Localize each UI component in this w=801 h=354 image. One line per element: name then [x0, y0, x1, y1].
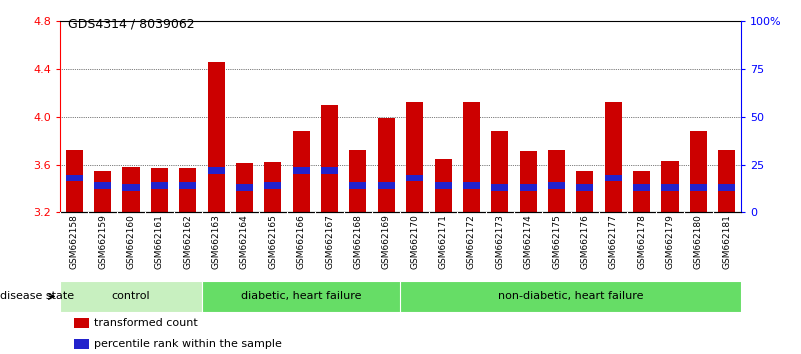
Text: GSM662176: GSM662176 [581, 215, 590, 269]
Bar [400, 281, 741, 312]
Bar [74, 318, 89, 329]
Text: GSM662159: GSM662159 [99, 215, 107, 269]
Text: GSM662166: GSM662166 [296, 215, 306, 269]
Text: GSM662165: GSM662165 [268, 215, 277, 269]
Text: GSM662172: GSM662172 [467, 215, 476, 269]
Bar [662, 161, 678, 212]
Bar [179, 182, 196, 189]
Bar [406, 175, 423, 181]
Bar [605, 175, 622, 181]
Text: GSM662162: GSM662162 [183, 215, 192, 269]
Text: GSM662178: GSM662178 [637, 215, 646, 269]
Bar [633, 184, 650, 191]
Bar [349, 182, 366, 189]
Text: GSM662175: GSM662175 [552, 215, 561, 269]
Text: transformed count: transformed count [95, 318, 198, 329]
Bar [577, 171, 594, 212]
Text: GSM662160: GSM662160 [127, 215, 135, 269]
Bar [378, 118, 395, 212]
Bar [74, 339, 89, 349]
Bar [292, 131, 310, 212]
Bar [605, 102, 622, 212]
Text: non-diabetic, heart failure: non-diabetic, heart failure [498, 291, 643, 302]
Text: GSM662168: GSM662168 [353, 215, 362, 269]
Text: GSM662180: GSM662180 [694, 215, 702, 269]
Bar [207, 62, 224, 212]
Bar [264, 162, 281, 212]
Text: GSM662163: GSM662163 [211, 215, 220, 269]
Text: GSM662161: GSM662161 [155, 215, 164, 269]
Text: GSM662177: GSM662177 [609, 215, 618, 269]
Bar [321, 167, 338, 173]
Text: GSM662169: GSM662169 [382, 215, 391, 269]
Bar [236, 164, 253, 212]
Text: diabetic, heart failure: diabetic, heart failure [241, 291, 361, 302]
Bar [151, 168, 168, 212]
Text: GSM662170: GSM662170 [410, 215, 419, 269]
Bar [434, 182, 452, 189]
Text: GSM662173: GSM662173 [495, 215, 505, 269]
Bar [463, 102, 480, 212]
Bar [463, 182, 480, 189]
Bar [548, 150, 565, 212]
Bar [491, 131, 509, 212]
Bar [95, 171, 111, 212]
Bar [690, 184, 706, 191]
Bar [718, 184, 735, 191]
Bar [292, 167, 310, 173]
Text: disease state: disease state [0, 291, 74, 302]
Text: GSM662181: GSM662181 [723, 215, 731, 269]
Bar [662, 184, 678, 191]
Bar [718, 150, 735, 212]
Text: percentile rank within the sample: percentile rank within the sample [95, 339, 282, 349]
Bar [179, 168, 196, 212]
Text: GSM662167: GSM662167 [325, 215, 334, 269]
Bar [66, 175, 83, 181]
Bar [95, 182, 111, 189]
Bar [236, 184, 253, 191]
Bar [123, 184, 139, 191]
Bar [321, 105, 338, 212]
Text: GDS4314 / 8039062: GDS4314 / 8039062 [68, 18, 195, 31]
Bar [633, 171, 650, 212]
Bar [60, 281, 202, 312]
Bar [66, 150, 83, 212]
Bar [406, 102, 423, 212]
Bar [520, 184, 537, 191]
Bar [520, 152, 537, 212]
Bar [207, 167, 224, 173]
Bar [349, 150, 366, 212]
Text: GSM662164: GSM662164 [240, 215, 249, 269]
Bar [548, 182, 565, 189]
Bar [264, 182, 281, 189]
Text: control: control [111, 291, 151, 302]
Text: GSM662171: GSM662171 [439, 215, 448, 269]
Text: GSM662174: GSM662174 [524, 215, 533, 269]
Bar [491, 184, 509, 191]
Bar [202, 281, 400, 312]
Bar [378, 182, 395, 189]
Bar [123, 167, 139, 212]
Bar [151, 182, 168, 189]
Bar [577, 184, 594, 191]
Text: GSM662179: GSM662179 [666, 215, 674, 269]
Bar [690, 131, 706, 212]
Text: GSM662158: GSM662158 [70, 215, 78, 269]
Bar [434, 159, 452, 212]
